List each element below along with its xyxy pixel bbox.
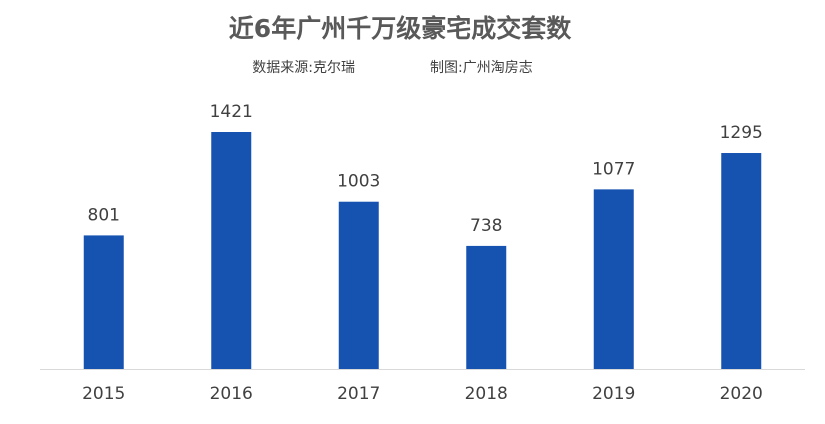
value-label: 1295 — [720, 123, 763, 143]
bar — [211, 132, 252, 369]
chart-caption: 制图:广州淘房志 — [430, 60, 533, 76]
value-label: 1077 — [592, 159, 635, 179]
x-tick-label: 2018 — [465, 384, 508, 404]
bar — [466, 245, 507, 369]
bar — [338, 201, 379, 369]
value-label: 1421 — [210, 102, 253, 122]
bar — [593, 189, 634, 369]
x-tick-label: 2020 — [720, 384, 763, 404]
x-tick-label: 2016 — [210, 384, 253, 404]
chart-title: 近6年广州千万级豪宅成交套数 — [229, 14, 572, 43]
bar — [83, 235, 124, 369]
x-tick-label: 2019 — [592, 384, 635, 404]
bar — [721, 153, 762, 369]
value-label: 801 — [88, 205, 120, 225]
x-tick-label: 2017 — [337, 384, 380, 404]
chart-subtitle: 数据来源:克尔瑞 — [252, 60, 355, 76]
x-tick-label: 2015 — [82, 384, 125, 404]
value-label: 1003 — [337, 172, 380, 192]
value-label: 738 — [470, 216, 502, 236]
